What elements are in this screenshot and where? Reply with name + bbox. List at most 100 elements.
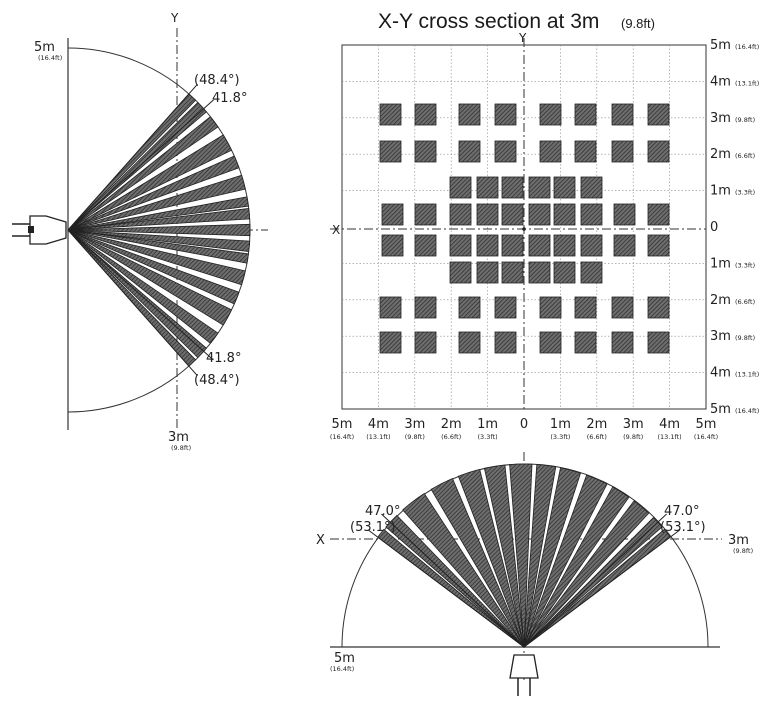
top-range-right-sub: (9.8ft) xyxy=(733,547,753,555)
right-scale-label: 2m xyxy=(710,293,731,308)
bottom-scale-sublabel: (6.6ft) xyxy=(587,433,607,441)
bottom-scale-label: 4m xyxy=(368,417,389,432)
zone-r5-c4 xyxy=(476,234,499,257)
zone-r4-c4 xyxy=(476,203,499,226)
side-zone-4 xyxy=(67,134,233,231)
zone-r4-c7 xyxy=(553,203,576,226)
zone-r5-c9 xyxy=(613,234,636,257)
right-scale-label: 5m xyxy=(710,38,731,53)
zone-r1-c3 xyxy=(458,103,481,126)
side-view-diagram: Y 5m (16.4ft) 3m (9.8ft) (48.4°) 41.8° 4… xyxy=(12,11,268,452)
side-zone-2 xyxy=(67,101,207,231)
side-zone-14 xyxy=(67,229,233,326)
top-range-left-sub: (16.4ft) xyxy=(330,665,354,673)
zone-r7-c3 xyxy=(458,296,481,319)
bottom-scale-label: 4m xyxy=(659,417,680,432)
zone-r5-c3 xyxy=(449,234,472,257)
zone-r6-c5 xyxy=(553,261,576,284)
zone-r1-c2 xyxy=(414,103,437,126)
zone-r2-c2 xyxy=(414,140,437,163)
zone-r5-c6 xyxy=(528,234,551,257)
bottom-scale-sublabel: (13.1ft) xyxy=(657,433,681,441)
zone-r6-c6 xyxy=(580,261,603,284)
zone-r4-c8 xyxy=(580,203,603,226)
side-boundary-1 xyxy=(67,83,198,231)
bottom-scale-sublabel: (6.6ft) xyxy=(441,433,461,441)
bottom-scale-label: 2m xyxy=(441,417,462,432)
cross-bottom-scale: 5m(16.4ft)4m(13.1ft)3m(9.8ft)2m(6.6ft)1m… xyxy=(330,417,718,441)
side-boundary-lines xyxy=(67,83,214,377)
side-range-bottom: 3m xyxy=(168,430,189,445)
right-scale-sublabel: (3.3ft) xyxy=(735,261,755,269)
side-zone-5 xyxy=(67,155,240,231)
top-view-diagram: X 47.0° (53.1°) 47.0° (53.1°) 3m (9.8ft)… xyxy=(316,452,753,696)
bottom-scale-sublabel: (16.4ft) xyxy=(330,433,354,441)
top-boundary-2 xyxy=(381,513,525,648)
right-scale-sublabel: (13.1ft) xyxy=(735,371,759,379)
top-zone-6 xyxy=(483,464,525,648)
side-zone-16 xyxy=(67,229,207,359)
right-scale-sublabel: (9.8ft) xyxy=(735,116,755,124)
right-scale-sublabel: (13.1ft) xyxy=(735,79,759,87)
zone-r3-c2 xyxy=(476,176,499,199)
zone-r6-c3 xyxy=(501,261,524,284)
top-zone-5 xyxy=(457,468,525,648)
zone-r6-c2 xyxy=(476,261,499,284)
zone-r5-c2 xyxy=(414,234,437,257)
bottom-scale-label: 0 xyxy=(520,417,528,432)
top-range-right: 3m xyxy=(728,533,749,548)
top-angle-inner-left: 47.0° xyxy=(365,504,400,519)
zone-r7-c4 xyxy=(494,296,517,319)
zone-r2-c5 xyxy=(539,140,562,163)
bottom-scale-label: 5m xyxy=(332,417,353,432)
side-zone-15 xyxy=(67,229,219,344)
top-zone-3 xyxy=(402,492,525,648)
zone-r8-c6 xyxy=(574,331,597,354)
zone-r1-c1 xyxy=(379,103,402,126)
zone-r2-c7 xyxy=(611,140,634,163)
bottom-scale-label: 3m xyxy=(404,417,425,432)
cross-section-diagram: X-Y cross section at 3m (9.8ft) X Y 5m (1… xyxy=(330,10,759,441)
bottom-scale-sublabel: (9.8ft) xyxy=(405,433,425,441)
side-boundary-2 xyxy=(67,99,214,231)
zone-r6-c4 xyxy=(528,261,551,284)
right-scale-sublabel: (6.6ft) xyxy=(735,298,755,306)
zone-r5-c5 xyxy=(501,234,524,257)
zone-r8-c8 xyxy=(647,331,670,354)
right-scale-sublabel: (9.8ft) xyxy=(735,334,755,342)
zone-r5-c10 xyxy=(647,234,670,257)
side-range-top-sub: (16.4ft) xyxy=(38,54,62,62)
zone-r4-c3 xyxy=(449,203,472,226)
right-scale-sublabel: (3.3ft) xyxy=(735,189,755,197)
right-scale-label: 1m xyxy=(710,184,731,199)
cross-y-axis-label: Y xyxy=(518,31,527,45)
bottom-scale-sublabel: (13.1ft) xyxy=(366,433,390,441)
side-zone-7 xyxy=(67,196,249,231)
bottom-scale-label: 1m xyxy=(477,417,498,432)
zone-r2-c4 xyxy=(494,140,517,163)
zone-r1-c7 xyxy=(611,103,634,126)
right-scale-sublabel: (6.6ft) xyxy=(735,152,755,160)
side-zone-13 xyxy=(67,229,240,305)
right-scale-sublabel: (16.4ft) xyxy=(735,43,759,51)
top-angle-outer-right: (53.1°) xyxy=(660,520,706,535)
top-zone-12 xyxy=(523,500,650,648)
top-zone-9 xyxy=(523,467,582,648)
right-scale-label: 3m xyxy=(710,329,731,344)
zone-r1-c8 xyxy=(647,103,670,126)
top-zone-10 xyxy=(523,474,608,648)
zone-r8-c3 xyxy=(458,331,481,354)
top-zone-4 xyxy=(430,477,525,648)
zone-r8-c2 xyxy=(414,331,437,354)
top-detection-zones xyxy=(377,463,671,648)
right-scale-label: 4m xyxy=(710,74,731,89)
zone-r1-c6 xyxy=(574,103,597,126)
zone-r7-c7 xyxy=(611,296,634,319)
zone-r4-c10 xyxy=(647,203,670,226)
right-scale-sublabel: (16.4ft) xyxy=(735,407,759,415)
top-zone-7 xyxy=(509,463,533,648)
zone-r8-c7 xyxy=(611,331,634,354)
zone-r1-c5 xyxy=(539,103,562,126)
side-angle-inner-top: 41.8° xyxy=(212,91,247,106)
right-scale-label: 1m xyxy=(710,256,731,271)
